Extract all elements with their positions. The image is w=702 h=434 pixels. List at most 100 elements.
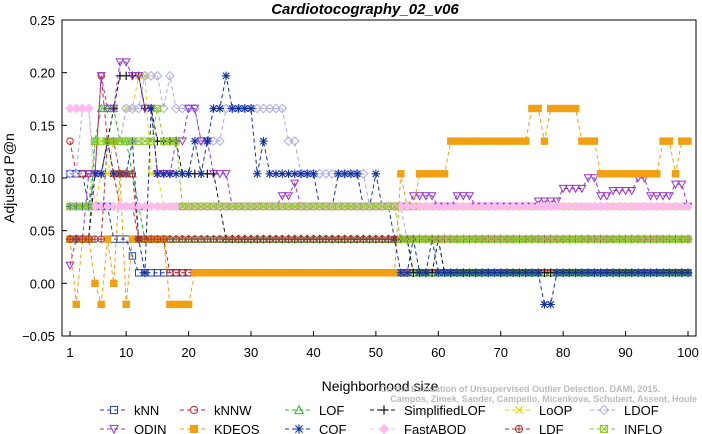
data-point [309,202,318,210]
data-point [228,269,237,277]
data-point [272,235,280,243]
data-point [346,169,356,178]
data-point [203,202,211,210]
legend-label: INFLO [624,422,662,434]
data-point [627,268,637,277]
series-cof [65,71,693,309]
data-point [447,235,455,243]
data-point [546,197,556,206]
data-point [189,405,199,415]
data-point [190,104,200,114]
data-point [358,168,369,179]
data-point [73,235,80,243]
data-point [309,269,318,277]
data-point [515,137,524,145]
data-point [328,202,336,210]
data-point [578,137,586,145]
data-point [534,235,542,243]
data-point [254,235,261,243]
data-point [98,235,105,243]
data-point [390,202,399,211]
data-point [409,235,417,243]
data-point [515,425,523,433]
data-point [147,235,155,243]
data-point [246,104,256,113]
data-point [133,103,144,114]
data-point [347,202,355,210]
data-point [185,202,193,210]
data-point [559,104,567,113]
data-point [196,169,206,178]
data-point [384,202,392,210]
data-point [415,192,425,201]
y-tick-label: 0.15 [30,118,55,133]
data-point [571,104,580,113]
data-point [421,268,431,277]
data-point [171,169,181,178]
data-point [453,235,461,243]
series-line [69,61,689,266]
data-point [421,192,431,201]
data-point [322,269,330,277]
x-tick-label: 60 [431,345,445,360]
data-point [652,192,662,201]
data-point [615,268,624,277]
data-point [415,170,424,178]
data-point [602,192,612,201]
x-tick-label: 1 [66,345,73,360]
data-point [590,137,599,145]
data-point [215,170,225,179]
data-point [621,268,630,277]
x-tick-label: 100 [677,345,699,360]
data-point [553,235,561,243]
data-point [315,269,324,277]
data-point [190,136,200,146]
data-point [197,235,205,243]
data-point [109,424,119,434]
data-point [121,58,131,67]
data-point [478,235,486,243]
data-point [184,104,194,114]
legend-item-ldof: LDOF [590,403,659,418]
data-point [91,235,99,243]
data-point [416,235,424,243]
data-point [528,104,536,113]
data-point [271,169,281,178]
data-point [683,268,693,277]
data-point [640,170,649,178]
data-point [670,180,681,190]
data-point [165,169,175,178]
data-point [534,104,542,113]
data-point [154,235,161,243]
data-point [146,104,156,113]
data-point [378,202,386,210]
data-point [85,235,92,243]
data-point [558,184,568,194]
plot-frame [61,19,697,337]
data-point [91,279,99,288]
data-point [228,202,236,210]
data-point [509,137,517,145]
data-point [577,184,587,194]
data-point [109,279,118,288]
data-point [372,269,380,277]
data-point [658,192,668,201]
y-tick-label: 0.05 [30,224,55,239]
data-point [422,235,430,243]
data-point [241,269,249,277]
data-point [599,424,609,434]
data-point [509,268,518,277]
data-point [533,197,543,206]
data-point [294,404,304,415]
data-point [277,103,288,114]
data-point [565,268,574,277]
data-point [216,235,224,243]
data-point [472,235,480,243]
data-point [359,202,367,210]
data-point [128,252,137,260]
data-point [678,235,686,243]
data-point [664,192,674,201]
data-point [484,235,492,243]
data-point [384,269,393,277]
